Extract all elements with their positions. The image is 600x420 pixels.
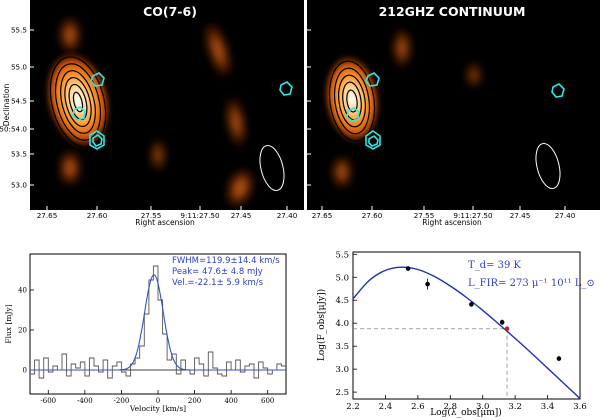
sed-data-point [405,266,411,271]
spectrum-gaussian-fit-line [30,274,286,371]
spectrum-ytick-label: 20 [18,327,27,335]
co76-beam-ellipse [259,145,285,191]
map-axes: 55.5 55.0 54.5 5:50:54.0 53.5 53.0 27.65 27.65 2… [0,26,576,221]
map-ytick-label: 5:50:54.0 [0,125,27,134]
map-ylabel: Declination [2,84,11,127]
sed-xlabel: Log(λ_obs[μm]) [430,407,502,418]
spectrum-xtick-label: 400 [224,397,237,405]
sed-xtick-label: 2.8 [444,402,458,412]
spectrum-panel: -600 -400 -200 0 200 400 600 0 20 40 Velocity [km… [4,253,287,413]
map-ytick-label: 54.5 [11,97,27,106]
map-ytick-label: 55.5 [11,26,27,35]
map-ytick-label: 53.0 [11,181,27,190]
sed-data-point [499,319,505,325]
map-right-xtick-label: 27.40 [555,211,576,220]
sed-ylabel: Log(F_obs[μJy]) [316,289,327,361]
spectrum-xtick-label: 200 [188,397,201,405]
sed-ytick-label: 5.5 [335,250,349,260]
sed-data-point [425,281,430,287]
spectrum-ylabel: Flux [mJy] [4,304,13,343]
spectrum-plot-area: -600 -400 -200 0 200 400 600 0 20 40 [18,265,286,405]
sed-plot-area: 2.2 2.4 2.6 2.8 3.0 3.2 3.4 3.6 2.5 3.0 3.5 4.0 4.5 5… [335,250,586,412]
sed-xtick-label: 2.4 [379,402,393,412]
sed-ytick-label: 4.0 [335,319,349,329]
sed-xtick-label: 2.2 [346,402,360,412]
sed-annotation-temperature: T_d= 39 K [468,260,522,271]
map-right-xtick-label: 27.45 [510,211,531,220]
spectrum-ytick-label: 0 [23,367,27,375]
map-right-xtick-label: 27.55 [414,211,435,220]
sed-ytick-label: 4.5 [335,296,349,306]
map-left-xtick-label: 27.40 [277,211,298,220]
sed-annotation-luminosity: L_FIR= 273 μ⁻¹ 10¹¹ L_⊙ [468,278,595,289]
sed-xtick-label: 3.6 [573,402,587,412]
map-left-xtick-label: 27.60 [87,211,108,220]
map-left-xtick-label: 27.65 [37,211,58,220]
sed-ytick-label: 3.0 [335,365,349,375]
sed-ytick-label: 5.0 [335,273,349,283]
continuum-contours [328,60,376,142]
co76-contours [49,56,107,148]
map-right-xtick-label: 9:11:27.50 [453,211,493,220]
map-left-xtick-label: 9:11:27.50 [180,211,220,220]
sed-fit-curve [352,266,581,400]
map-left-xtick-label: 27.45 [231,211,252,220]
co76-title: CO(7-6) [143,4,197,19]
map-left-xtick-label: 27.55 [141,211,162,220]
sed-ytick-label: 3.5 [335,342,349,352]
spectrum-xlabel: Velocity [km/s] [129,404,186,413]
sed-xtick-label: 2.6 [411,402,425,412]
spectrum-xtick-label: -600 [40,397,56,405]
sed-ytick-label: 2.5 [335,388,349,398]
map-left-xlabel: Right ascension [135,218,195,227]
sed-xtick-label: 3.0 [476,402,490,412]
co76-emission [44,17,254,208]
map-ytick-label: 55.0 [11,63,27,72]
continuum-map-panel: 212GHZ CONTINUUM [307,0,600,210]
sed-panel: 2.2 2.4 2.6 2.8 3.0 3.2 3.4 3.6 2.5 3.0 3.5 4.0 4.5 5… [316,250,595,418]
co76-map-panel: CO(7-6) [30,0,304,210]
map-separator [304,0,307,210]
spectrum-ytick-label: 40 [18,287,27,295]
spectrum-annotation-peak: Peak= 47.6± 4.8 mJy [172,267,263,277]
spectrum-annotation-fwhm: FWHM=119.9±14.4 km/s [172,256,280,266]
co76-cyan-contours [72,72,293,150]
spectrum-annotation-velocity: Vel.=-22.1± 5.9 km/s [172,278,264,288]
continuum-cyan-contours [346,72,565,150]
continuum-beam-ellipse [535,143,561,189]
map-right-xtick-label: 27.60 [362,211,383,220]
sed-data-point [556,356,562,361]
map-right-xtick-label: 27.65 [312,211,333,220]
spectrum-xtick-label: -400 [77,397,93,405]
sed-data-point [469,302,474,307]
sed-plot-frame [352,251,581,400]
map-ytick-label: 53.5 [11,150,27,159]
spectrum-xtick-label: 600 [261,397,274,405]
sed-xtick-label: 3.2 [508,402,522,412]
spectrum-xtick-label: 0 [156,397,160,405]
map-right-xlabel: Right ascension [422,218,482,227]
continuum-title: 212GHZ CONTINUUM [379,4,526,19]
sed-212ghz-point [504,326,510,332]
spectrum-xtick-label: -200 [114,397,130,405]
sed-xtick-label: 3.4 [541,402,555,412]
